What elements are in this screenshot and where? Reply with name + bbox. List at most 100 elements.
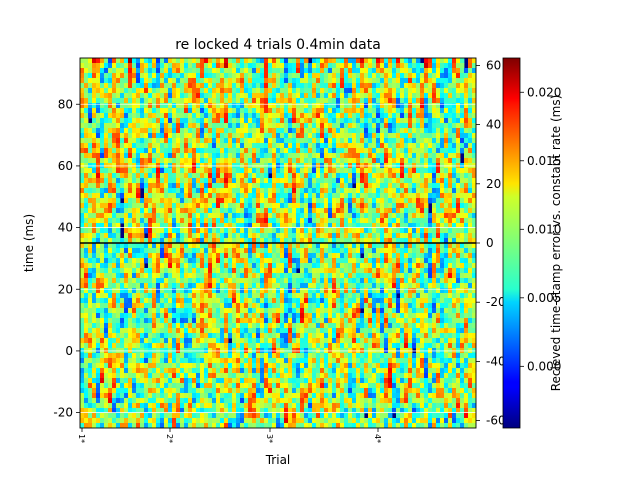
heatmap-cell <box>84 123 89 129</box>
heatmap-cell <box>152 138 157 144</box>
heatmap-cell <box>196 193 201 199</box>
heatmap-cell <box>80 368 85 374</box>
heatmap-cell <box>236 378 241 384</box>
heatmap-cell <box>132 63 137 69</box>
heatmap-cell <box>320 158 325 164</box>
heatmap-cell <box>168 413 173 419</box>
heatmap-cell <box>328 173 333 179</box>
heatmap-cell <box>100 68 105 74</box>
heatmap-cell <box>264 313 269 319</box>
heatmap-cell <box>172 178 177 184</box>
heatmap-cell <box>88 188 93 194</box>
heatmap-cell <box>268 188 273 194</box>
heatmap-cell <box>240 183 245 189</box>
heatmap-cell <box>244 258 249 264</box>
heatmap-cell <box>272 328 277 334</box>
heatmap-cell <box>276 308 281 314</box>
heatmap-cell <box>336 233 341 239</box>
heatmap-cell <box>296 423 301 428</box>
heatmap-cell <box>148 338 153 344</box>
heatmap-cell <box>244 153 249 159</box>
heatmap-cell <box>136 303 141 309</box>
heatmap-cell <box>176 203 181 209</box>
heatmap-cell <box>320 263 325 269</box>
heatmap-cell <box>208 178 213 184</box>
heatmap-cell <box>300 188 305 194</box>
heatmap-cell <box>100 313 105 319</box>
heatmap-cell <box>116 58 121 64</box>
heatmap-cell <box>264 243 269 249</box>
heatmap-cell <box>172 333 177 339</box>
heatmap-cell <box>188 73 193 79</box>
heatmap-cell <box>280 203 285 209</box>
heatmap-cell <box>300 108 305 114</box>
heatmap-cell <box>276 248 281 254</box>
heatmap-cell <box>148 63 153 69</box>
heatmap-cell <box>300 83 305 89</box>
heatmap-cell <box>240 78 245 84</box>
heatmap-cell <box>140 248 145 254</box>
heatmap-cell <box>156 308 161 314</box>
heatmap-cell <box>136 318 141 324</box>
heatmap-cell <box>272 93 277 99</box>
heatmap-cell <box>268 358 273 364</box>
heatmap-cell <box>108 103 113 109</box>
heatmap-cell <box>104 138 109 144</box>
heatmap-cell <box>148 118 153 124</box>
heatmap-cell <box>196 103 201 109</box>
heatmap-cell <box>160 228 165 234</box>
heatmap-cell <box>348 218 353 224</box>
heatmap-cell <box>328 268 333 274</box>
heatmap-cell <box>280 188 285 194</box>
heatmap-cell <box>316 118 321 124</box>
heatmap-cell <box>216 118 221 124</box>
heatmap-cell <box>136 423 141 428</box>
heatmap-cell <box>264 73 269 79</box>
heatmap-cell <box>240 123 245 129</box>
heatmap-cell <box>240 118 245 124</box>
heatmap-cell <box>340 263 345 269</box>
heatmap-cell <box>144 158 149 164</box>
heatmap-cell <box>164 328 169 334</box>
heatmap-cell <box>336 143 341 149</box>
heatmap-cell <box>176 353 181 359</box>
heatmap-cell <box>88 293 93 299</box>
heatmap-cell <box>152 223 157 229</box>
heatmap-cell <box>140 83 145 89</box>
heatmap-cell <box>280 88 285 94</box>
heatmap-cell <box>204 238 209 244</box>
heatmap-cell <box>148 423 153 428</box>
heatmap-cell <box>164 113 169 119</box>
heatmap-cell <box>232 208 237 214</box>
heatmap-cell <box>332 423 337 428</box>
heatmap-cell <box>204 298 209 304</box>
heatmap-cell <box>268 388 273 394</box>
heatmap-cell <box>212 128 217 134</box>
heatmap-cell <box>124 413 129 419</box>
heatmap-cell <box>160 183 165 189</box>
heatmap-cell <box>104 323 109 329</box>
heatmap-cell <box>308 353 313 359</box>
heatmap-cell <box>304 188 309 194</box>
heatmap-cell <box>164 293 169 299</box>
heatmap-cell <box>220 88 225 94</box>
heatmap-cell <box>196 393 201 399</box>
heatmap-cell <box>112 183 117 189</box>
heatmap-cell <box>288 328 293 334</box>
heatmap-cell <box>84 118 89 124</box>
heatmap-cell <box>96 183 101 189</box>
heatmap-cell <box>312 58 317 64</box>
heatmap-cell <box>176 263 181 269</box>
heatmap-cell <box>120 278 125 284</box>
heatmap-cell <box>224 98 229 104</box>
heatmap-cell <box>172 413 177 419</box>
heatmap-cell <box>124 208 129 214</box>
heatmap-cell <box>312 173 317 179</box>
heatmap-cell <box>284 193 289 199</box>
heatmap-cell <box>184 323 189 329</box>
heatmap-cell <box>288 228 293 234</box>
heatmap-cell <box>344 63 349 69</box>
heatmap-cell <box>276 418 281 424</box>
heatmap-cell <box>80 288 85 294</box>
heatmap-cell <box>232 258 237 264</box>
